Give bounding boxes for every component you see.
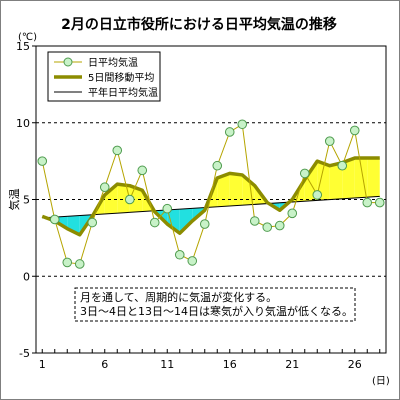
- x-tick-label: 21: [285, 358, 299, 371]
- x-tick-label: 26: [348, 358, 362, 371]
- daily-point: [162, 203, 173, 214]
- fill-above-normal: [317, 161, 330, 201]
- daily-point: [187, 256, 198, 266]
- daily-point: [62, 257, 73, 268]
- daily-point: [299, 168, 310, 179]
- y-tick-label: 5: [23, 194, 30, 207]
- fill-above-normal: [354, 158, 368, 199]
- daily-point: [99, 182, 110, 193]
- daily-point: [224, 127, 235, 137]
- annotation-box: [74, 287, 356, 322]
- daily-point: [324, 136, 335, 146]
- daily-point: [174, 249, 185, 260]
- annotation-line: 3日～4日と13日～14日は寒気が入り気温が低くなる。: [80, 304, 353, 318]
- y-unit-label: (℃): [18, 32, 37, 43]
- fill-below-normal: [179, 208, 193, 234]
- y-axis-title: 気温: [7, 189, 21, 211]
- legend-label: 平年日平均気温: [88, 86, 158, 99]
- fill-above-normal: [229, 173, 243, 206]
- daily-point: [212, 160, 223, 171]
- daily-point: [137, 165, 148, 176]
- fill-above-normal: [217, 173, 230, 207]
- fill-below-normal: [167, 209, 180, 234]
- fill-above-normal: [329, 162, 343, 200]
- daily-point: [249, 216, 260, 226]
- daily-point: [74, 259, 85, 269]
- annotation-line: 月を通して、周期的に気温が変化する。: [80, 290, 277, 304]
- x-tick-label: 6: [101, 358, 108, 371]
- daily-point: [87, 217, 98, 228]
- x-tick-label: 1: [39, 358, 46, 371]
- legend-label: 5日間移動平均: [88, 71, 154, 84]
- chart-title: 2月の日立市役所における日平均気温の推移: [61, 17, 337, 33]
- daily-point: [349, 125, 360, 136]
- series-daily-line: [41, 123, 380, 265]
- daily-point: [287, 208, 298, 219]
- daily-point: [37, 156, 48, 166]
- x-unit-label: (日): [372, 376, 390, 387]
- legend-label: 日平均気温: [88, 56, 138, 69]
- daily-point: [124, 194, 135, 205]
- daily-point: [49, 214, 60, 225]
- fill-above-normal: [304, 161, 318, 202]
- daily-point: [362, 197, 373, 208]
- y-tick-label: 15: [16, 40, 30, 53]
- daily-point: [149, 217, 160, 228]
- legend-marker-daily: [63, 57, 73, 67]
- fill-above-normal: [117, 184, 130, 214]
- x-tick-label: 11: [160, 358, 174, 371]
- daily-point: [374, 197, 385, 208]
- x-tick-label: 16: [223, 358, 237, 371]
- daily-point: [337, 160, 348, 171]
- daily-point: [199, 219, 210, 229]
- daily-point: [274, 220, 285, 231]
- daily-point: [262, 222, 273, 232]
- series-normal-line: [42, 195, 380, 219]
- y-tick-label: -5: [19, 347, 30, 360]
- daily-point: [237, 119, 248, 130]
- y-tick-label: 0: [23, 270, 30, 283]
- y-tick-label: 10: [16, 117, 30, 130]
- fill-above-normal: [367, 158, 380, 198]
- daily-point: [312, 190, 323, 200]
- daily-point: [112, 145, 123, 156]
